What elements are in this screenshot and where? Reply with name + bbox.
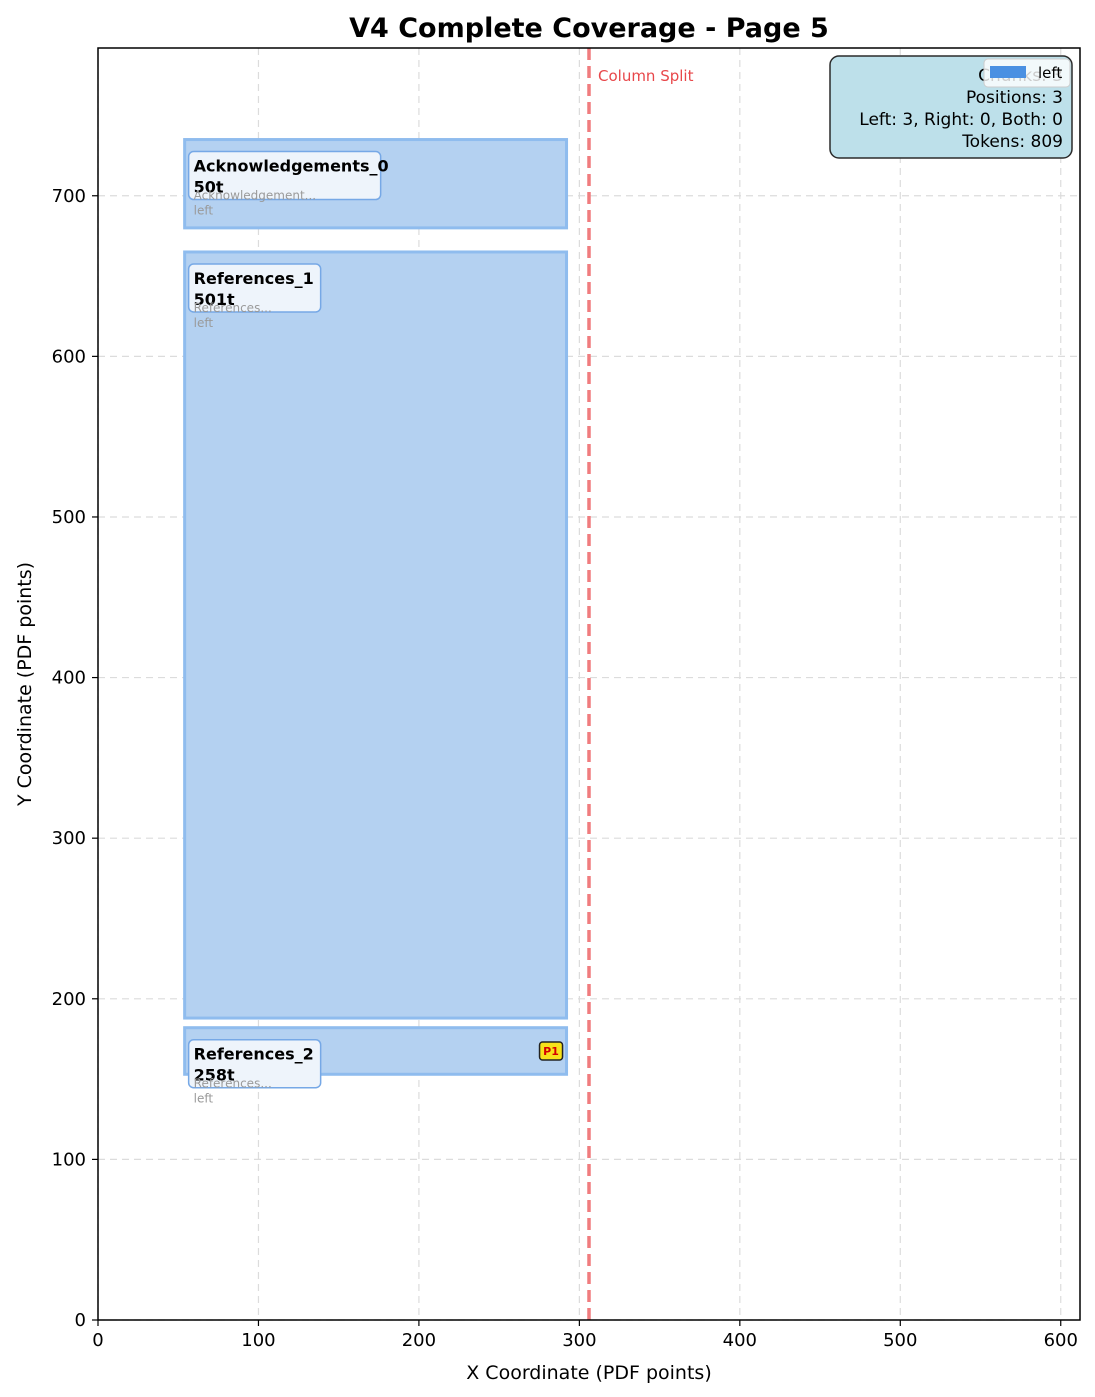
x-tick-label: 0 [92, 1330, 103, 1351]
y-tick-label: 300 [52, 828, 86, 849]
chunk-preview: Acknowledgement... [194, 189, 316, 203]
chart-title: V4 Complete Coverage - Page 5 [349, 13, 829, 44]
stats-line: Tokens: 809 [961, 132, 1063, 152]
chunk-label-box [187, 1038, 322, 1089]
x-tick-label: 100 [241, 1330, 275, 1351]
chunk-label-box [187, 150, 382, 201]
y-tick-label: 200 [52, 989, 86, 1010]
chunk-side: left [194, 204, 214, 218]
y-tick-label: 400 [52, 668, 86, 689]
chunk-name: References_2 [194, 1045, 314, 1064]
x-tick-label: 500 [883, 1330, 917, 1351]
x-tick-label: 600 [1044, 1330, 1078, 1351]
y-tick-label: 0 [75, 1310, 86, 1331]
x-tick-label: 400 [723, 1330, 757, 1351]
x-axis: 0 100 200 300 400 500 600 [92, 1320, 1078, 1351]
x-tick-label: 300 [562, 1330, 596, 1351]
x-axis-label: X Coordinate (PDF points) [466, 1362, 712, 1384]
page-marker-badge [538, 1041, 564, 1061]
axes-frame [97, 47, 1081, 1321]
stats-line: Positions: 3 [966, 88, 1063, 108]
column-split-label: Column Split [598, 67, 694, 85]
y-axis-label: Y Coordinate (PDF points) [14, 562, 36, 807]
chunk-label-box [187, 263, 322, 313]
chunk-tokens: 258t [194, 1066, 235, 1085]
chunk-tokens: 501t [194, 290, 235, 309]
legend: left [983, 58, 1071, 88]
y-tick-label: 100 [52, 1149, 86, 1170]
stats-line: Left: 3, Right: 0, Both: 0 [859, 110, 1063, 130]
chunk-tokens: 50t [194, 178, 224, 197]
x-tick-label: 200 [402, 1330, 436, 1351]
page-marker-label: P1 [543, 1045, 559, 1058]
legend-swatch [990, 66, 1026, 78]
chunk-side: left [194, 316, 214, 330]
chunk-preview: References... [194, 1077, 272, 1091]
y-tick-label: 700 [52, 186, 86, 207]
y-axis: 0 100 200 300 400 500 600 700 [52, 186, 98, 1331]
chunk-side: left [194, 1092, 214, 1106]
legend-label: left [1038, 64, 1062, 82]
chunk-name: Acknowledgements_0 [194, 157, 389, 176]
y-tick-label: 600 [52, 346, 86, 367]
chunk-name: References_1 [194, 269, 314, 288]
chunk-preview: References... [194, 301, 272, 315]
chunk-box [183, 250, 569, 1020]
y-tick-label: 500 [52, 507, 86, 528]
chunk-boxes [183, 138, 569, 1076]
chunk-label-group: Acknowledgements_0 50tAcknowledgement...l… [187, 150, 389, 218]
